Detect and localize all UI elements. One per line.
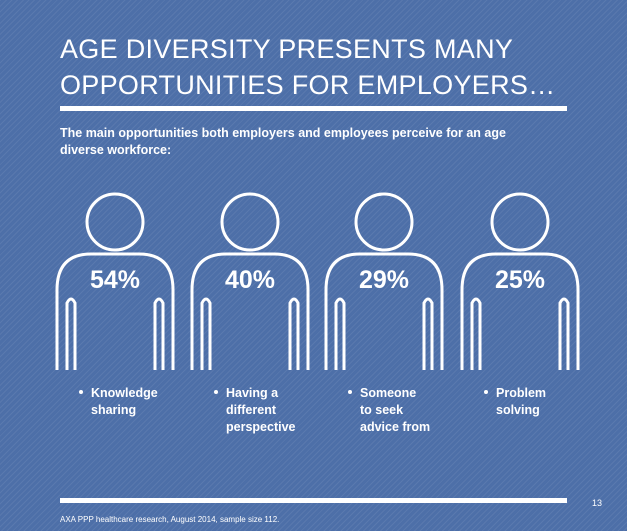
body (324, 252, 444, 370)
percentage: 54% (90, 266, 140, 294)
bullet (348, 390, 352, 394)
item-label: perspective (226, 420, 296, 434)
arm (200, 297, 212, 370)
divider (60, 498, 567, 503)
item-label: different (226, 403, 277, 417)
body (190, 252, 310, 370)
arm (288, 297, 300, 370)
item-label: solving (496, 403, 540, 417)
divider (60, 106, 567, 111)
arm (422, 297, 434, 370)
subtitle-line: diverse workforce: (60, 143, 171, 157)
head (490, 192, 550, 252)
item-label: to seek (360, 403, 403, 417)
figures: 54% Knowledge sharing 40% Having a different p… (55, 192, 580, 434)
source: AXA PPP healthcare research, August 2014… (60, 515, 279, 524)
title-line: AGE DIVERSITY PRESENTS MANY (60, 34, 513, 64)
item-label: advice from (360, 420, 430, 434)
head (220, 192, 280, 252)
bullet (79, 390, 83, 394)
page-number: 13 (592, 498, 602, 508)
head (85, 192, 145, 252)
arm (153, 297, 165, 370)
item-label: Someone (360, 386, 416, 400)
head (354, 192, 414, 252)
arm (558, 297, 570, 370)
subtitle-line: The main opportunities both employers an… (60, 126, 506, 140)
body (55, 252, 175, 370)
item-label: Knowledge (91, 386, 158, 400)
percentage: 25% (495, 266, 545, 294)
bullet (214, 390, 218, 394)
percentage: 40% (225, 266, 275, 294)
item-label: sharing (91, 403, 136, 417)
title-line: OPPORTUNITIES FOR EMPLOYERS… (60, 70, 555, 100)
arm (470, 297, 482, 370)
arm (65, 297, 77, 370)
item-label: Problem (496, 386, 546, 400)
arm (334, 297, 346, 370)
item-label: Having a (226, 386, 279, 400)
body (460, 252, 580, 370)
percentage: 29% (359, 266, 409, 294)
bullet (484, 390, 488, 394)
